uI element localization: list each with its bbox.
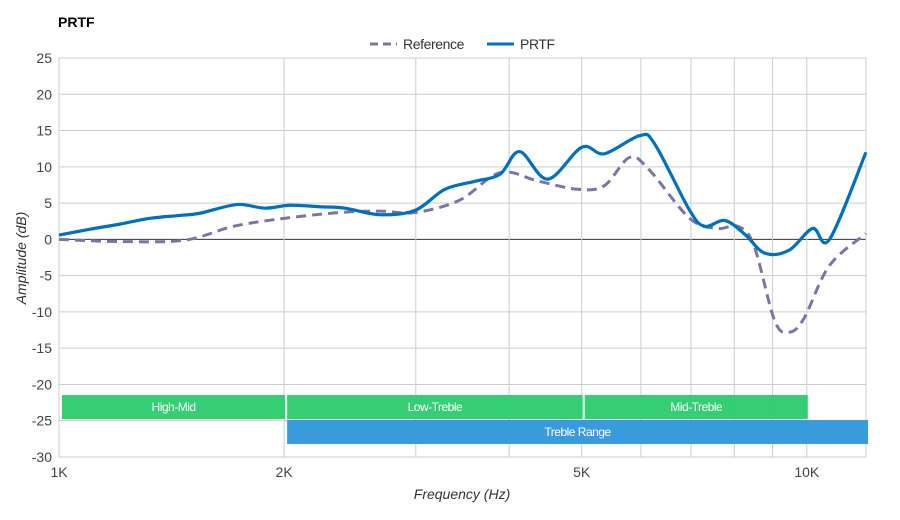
series-line-prtf bbox=[58, 132, 868, 257]
y-tick-label: -25 bbox=[32, 413, 52, 429]
chart-title: PRTF bbox=[58, 14, 95, 30]
x-axis-label: Frequency (Hz) bbox=[414, 486, 510, 502]
y-tick-label: 0 bbox=[44, 231, 52, 247]
x-tick-label: 5K bbox=[573, 464, 591, 480]
y-tick-label: 15 bbox=[36, 123, 52, 139]
band-low-treble bbox=[287, 395, 583, 419]
y-tick-label: 25 bbox=[36, 50, 52, 66]
band-treble-range bbox=[287, 420, 869, 444]
band-mid-treble bbox=[584, 395, 808, 419]
x-tick-label: 10K bbox=[794, 464, 820, 480]
band-high-mid bbox=[62, 395, 286, 419]
y-tick-label: 20 bbox=[36, 86, 52, 102]
y-tick-label: -15 bbox=[32, 340, 52, 356]
band-label: Treble Range bbox=[544, 425, 611, 439]
legend-label: PRTF bbox=[520, 36, 555, 52]
y-tick-label: -10 bbox=[32, 304, 52, 320]
band-label: Low-Treble bbox=[408, 400, 463, 414]
y-tick-label: 10 bbox=[36, 159, 52, 175]
band-label: High-Mid bbox=[152, 400, 196, 414]
y-tick-label: 5 bbox=[44, 195, 52, 211]
y-tick-label: -30 bbox=[32, 449, 52, 465]
x-tick-label: 1K bbox=[50, 464, 68, 480]
y-tick-label: -20 bbox=[32, 376, 52, 392]
series-line-reference bbox=[58, 155, 867, 335]
band-label: Mid-Treble bbox=[670, 400, 723, 414]
y-axis-label: Amplitude (dB) bbox=[13, 212, 29, 306]
legend-label: Reference bbox=[403, 36, 465, 52]
x-tick-label: 2K bbox=[276, 464, 294, 480]
y-tick-label: -5 bbox=[40, 268, 53, 284]
